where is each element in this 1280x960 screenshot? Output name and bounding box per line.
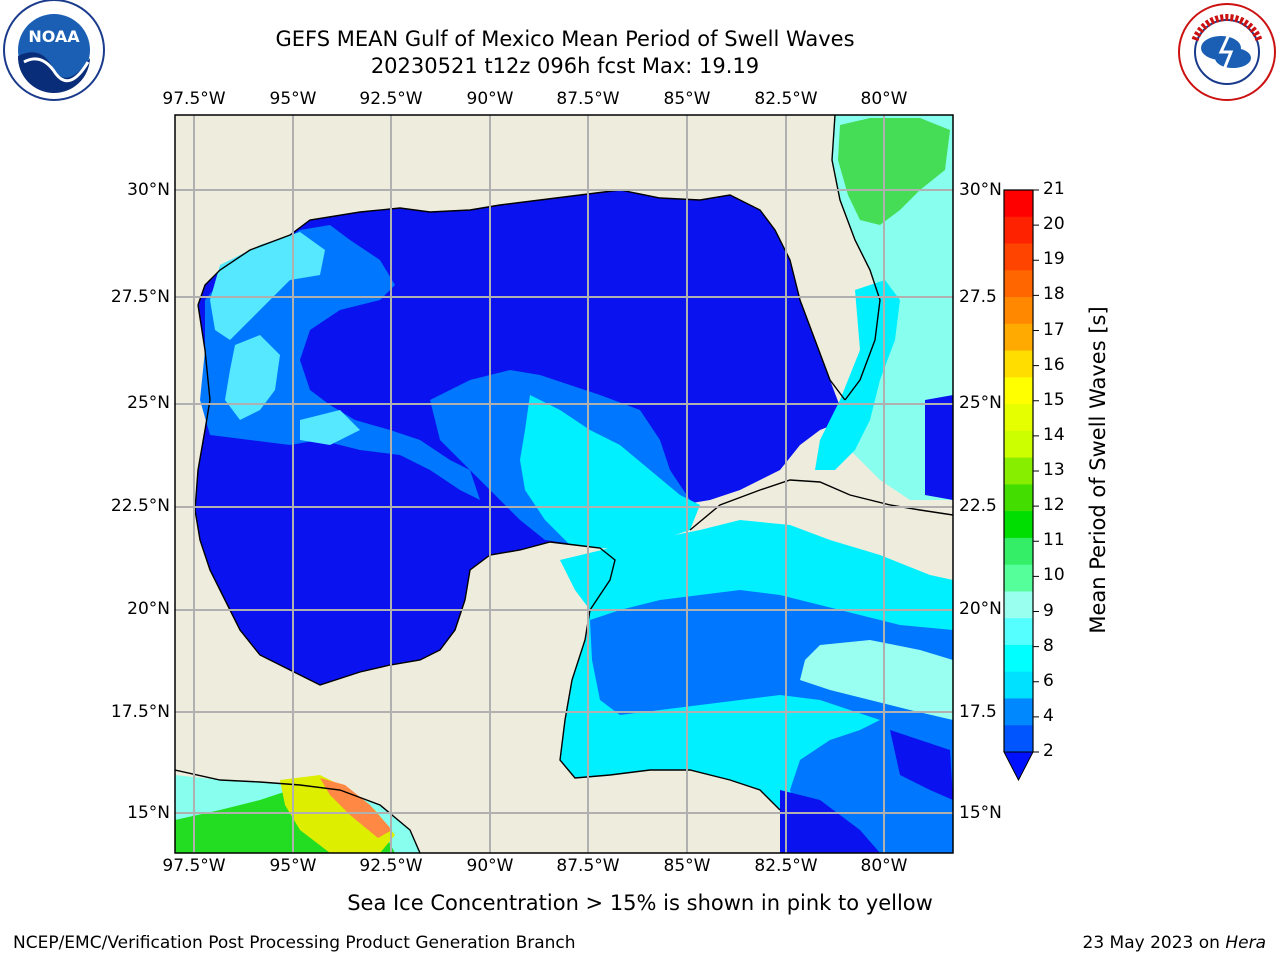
lon-label-bottom: 97.5°W xyxy=(162,856,226,876)
colorbar-tick-label: 20 xyxy=(1043,214,1065,235)
colorbar-tick-label: 10 xyxy=(1043,565,1065,586)
lat-label-left: 30°N xyxy=(127,180,170,200)
lat-label-right: 25°N xyxy=(959,393,1002,413)
lat-label-left: 27.5°N xyxy=(110,287,170,307)
pacific-zone-orange xyxy=(320,778,392,838)
colorbar-segment xyxy=(1004,190,1033,218)
caribbean-zone-light xyxy=(800,640,953,720)
colorbar-tick-label: 12 xyxy=(1043,495,1065,516)
colorbar-tick-label: 19 xyxy=(1043,249,1065,270)
lon-label-bottom: 95°W xyxy=(269,856,317,876)
colorbar-segment xyxy=(1004,484,1033,512)
colorbar-tick-label: 4 xyxy=(1043,705,1054,726)
gulf-zone-cyan-central xyxy=(520,395,700,550)
noaa-logo: NOAA xyxy=(3,0,105,101)
footer-credit: NCEP/EMC/Verification Post Processing Pr… xyxy=(13,933,576,953)
map-gridlines xyxy=(175,115,953,853)
nws-logo xyxy=(1178,3,1276,101)
colorbar-segment xyxy=(1004,457,1033,485)
colorbar-label: Mean Period of Swell Waves [s] xyxy=(1086,306,1110,634)
footer-host: Hera xyxy=(1225,933,1266,953)
colorbar-tick-label: 9 xyxy=(1043,600,1054,621)
colorbar-segment xyxy=(1004,216,1033,245)
lon-label-top: 87.5°W xyxy=(556,89,620,109)
colorbar-segment xyxy=(1004,537,1033,566)
lat-label-right: 27.5 xyxy=(959,287,997,307)
lon-label-top: 82.5°W xyxy=(754,89,818,109)
lat-label-right: 30°N xyxy=(959,180,1002,200)
colorbar-segment xyxy=(1004,511,1033,539)
lat-label-left: 17.5°N xyxy=(110,702,170,722)
lon-label-bottom: 87.5°W xyxy=(556,856,620,876)
coastlines xyxy=(175,115,953,853)
lon-label-top: 97.5°W xyxy=(162,89,226,109)
colorbar-tick-label: 17 xyxy=(1043,319,1065,340)
lat-label-left: 20°N xyxy=(127,599,170,619)
colorbar-tick-label: 11 xyxy=(1043,530,1065,551)
lon-label-bottom: 80°W xyxy=(860,856,908,876)
lon-label-bottom: 90°W xyxy=(466,856,514,876)
caribbean-zone-deep xyxy=(780,730,953,853)
colorbar-tick-label: 18 xyxy=(1043,284,1065,305)
chart-title: GEFS MEAN Gulf of Mexico Mean Period of … xyxy=(275,27,855,51)
lon-label-top: 95°W xyxy=(269,89,317,109)
noaa-logo-text: NOAA xyxy=(28,27,80,46)
colorbar-tick-label: 14 xyxy=(1043,424,1065,445)
colorbar-extend-arrow xyxy=(1003,751,1034,782)
lon-label-top: 90°W xyxy=(466,89,514,109)
gulf-zone-cyan-west xyxy=(210,232,360,445)
colorbar-tick-label: 21 xyxy=(1043,179,1065,199)
atlantic-zone-deep xyxy=(925,395,953,500)
lat-label-left: 15°N xyxy=(127,803,170,823)
colorbar-segment xyxy=(1004,644,1033,673)
lat-label-right: 20°N xyxy=(959,599,1002,619)
colorbar-segment xyxy=(1004,243,1033,271)
colorbar-segment xyxy=(1004,270,1033,298)
chart-subtitle: 20230521 t12z 096h fcst Max: 19.19 xyxy=(370,54,760,78)
colorbar-tick-label: 6 xyxy=(1043,670,1054,691)
colorbar-segment xyxy=(1004,671,1033,699)
colorbar-segment xyxy=(1004,564,1033,592)
colorbar xyxy=(1003,189,1039,782)
colorbar-segment xyxy=(1004,698,1033,726)
colorbar-segment xyxy=(1004,377,1033,405)
lat-label-left: 25°N xyxy=(127,393,170,413)
lon-label-bottom: 82.5°W xyxy=(754,856,818,876)
lon-label-top: 85°W xyxy=(663,89,711,109)
colorbar-segment xyxy=(1004,323,1033,352)
footer-date-text: 23 May 2023 on xyxy=(1082,933,1226,953)
lon-label-bottom: 85°W xyxy=(663,856,711,876)
footer-date: 23 May 2023 on Hera xyxy=(1083,933,1267,953)
atlantic-zone-green xyxy=(838,118,950,225)
lat-label-right: 15°N xyxy=(959,803,1002,823)
map-frame xyxy=(174,114,954,854)
colorbar-segment xyxy=(1004,350,1033,378)
lat-label-left: 22.5°N xyxy=(110,496,170,516)
colorbar-tick-label: 16 xyxy=(1043,354,1065,375)
colorbar-segment xyxy=(1004,404,1033,432)
colorbar-segment xyxy=(1004,725,1033,753)
colorbar-segment xyxy=(1004,430,1033,459)
colorbar-tick-label: 15 xyxy=(1043,389,1065,410)
colorbar-segment xyxy=(1004,297,1033,325)
lon-label-top: 92.5°W xyxy=(359,89,423,109)
colorbar-tick-label: 8 xyxy=(1043,635,1054,656)
atlantic-zone-cyan xyxy=(815,280,900,470)
sea-ice-note: Sea Ice Concentration > 15% is shown in … xyxy=(347,891,933,915)
lat-label-right: 17.5 xyxy=(959,702,997,722)
colorbar-tick-label: 13 xyxy=(1043,460,1065,480)
colorbar-tick-label: 2 xyxy=(1043,741,1054,761)
lat-label-right: 22.5 xyxy=(959,496,997,516)
lon-label-bottom: 92.5°W xyxy=(359,856,423,876)
map-area xyxy=(175,115,953,853)
lon-label-top: 80°W xyxy=(860,89,908,109)
colorbar-segment xyxy=(1004,618,1033,646)
colorbar-segment xyxy=(1004,591,1033,619)
